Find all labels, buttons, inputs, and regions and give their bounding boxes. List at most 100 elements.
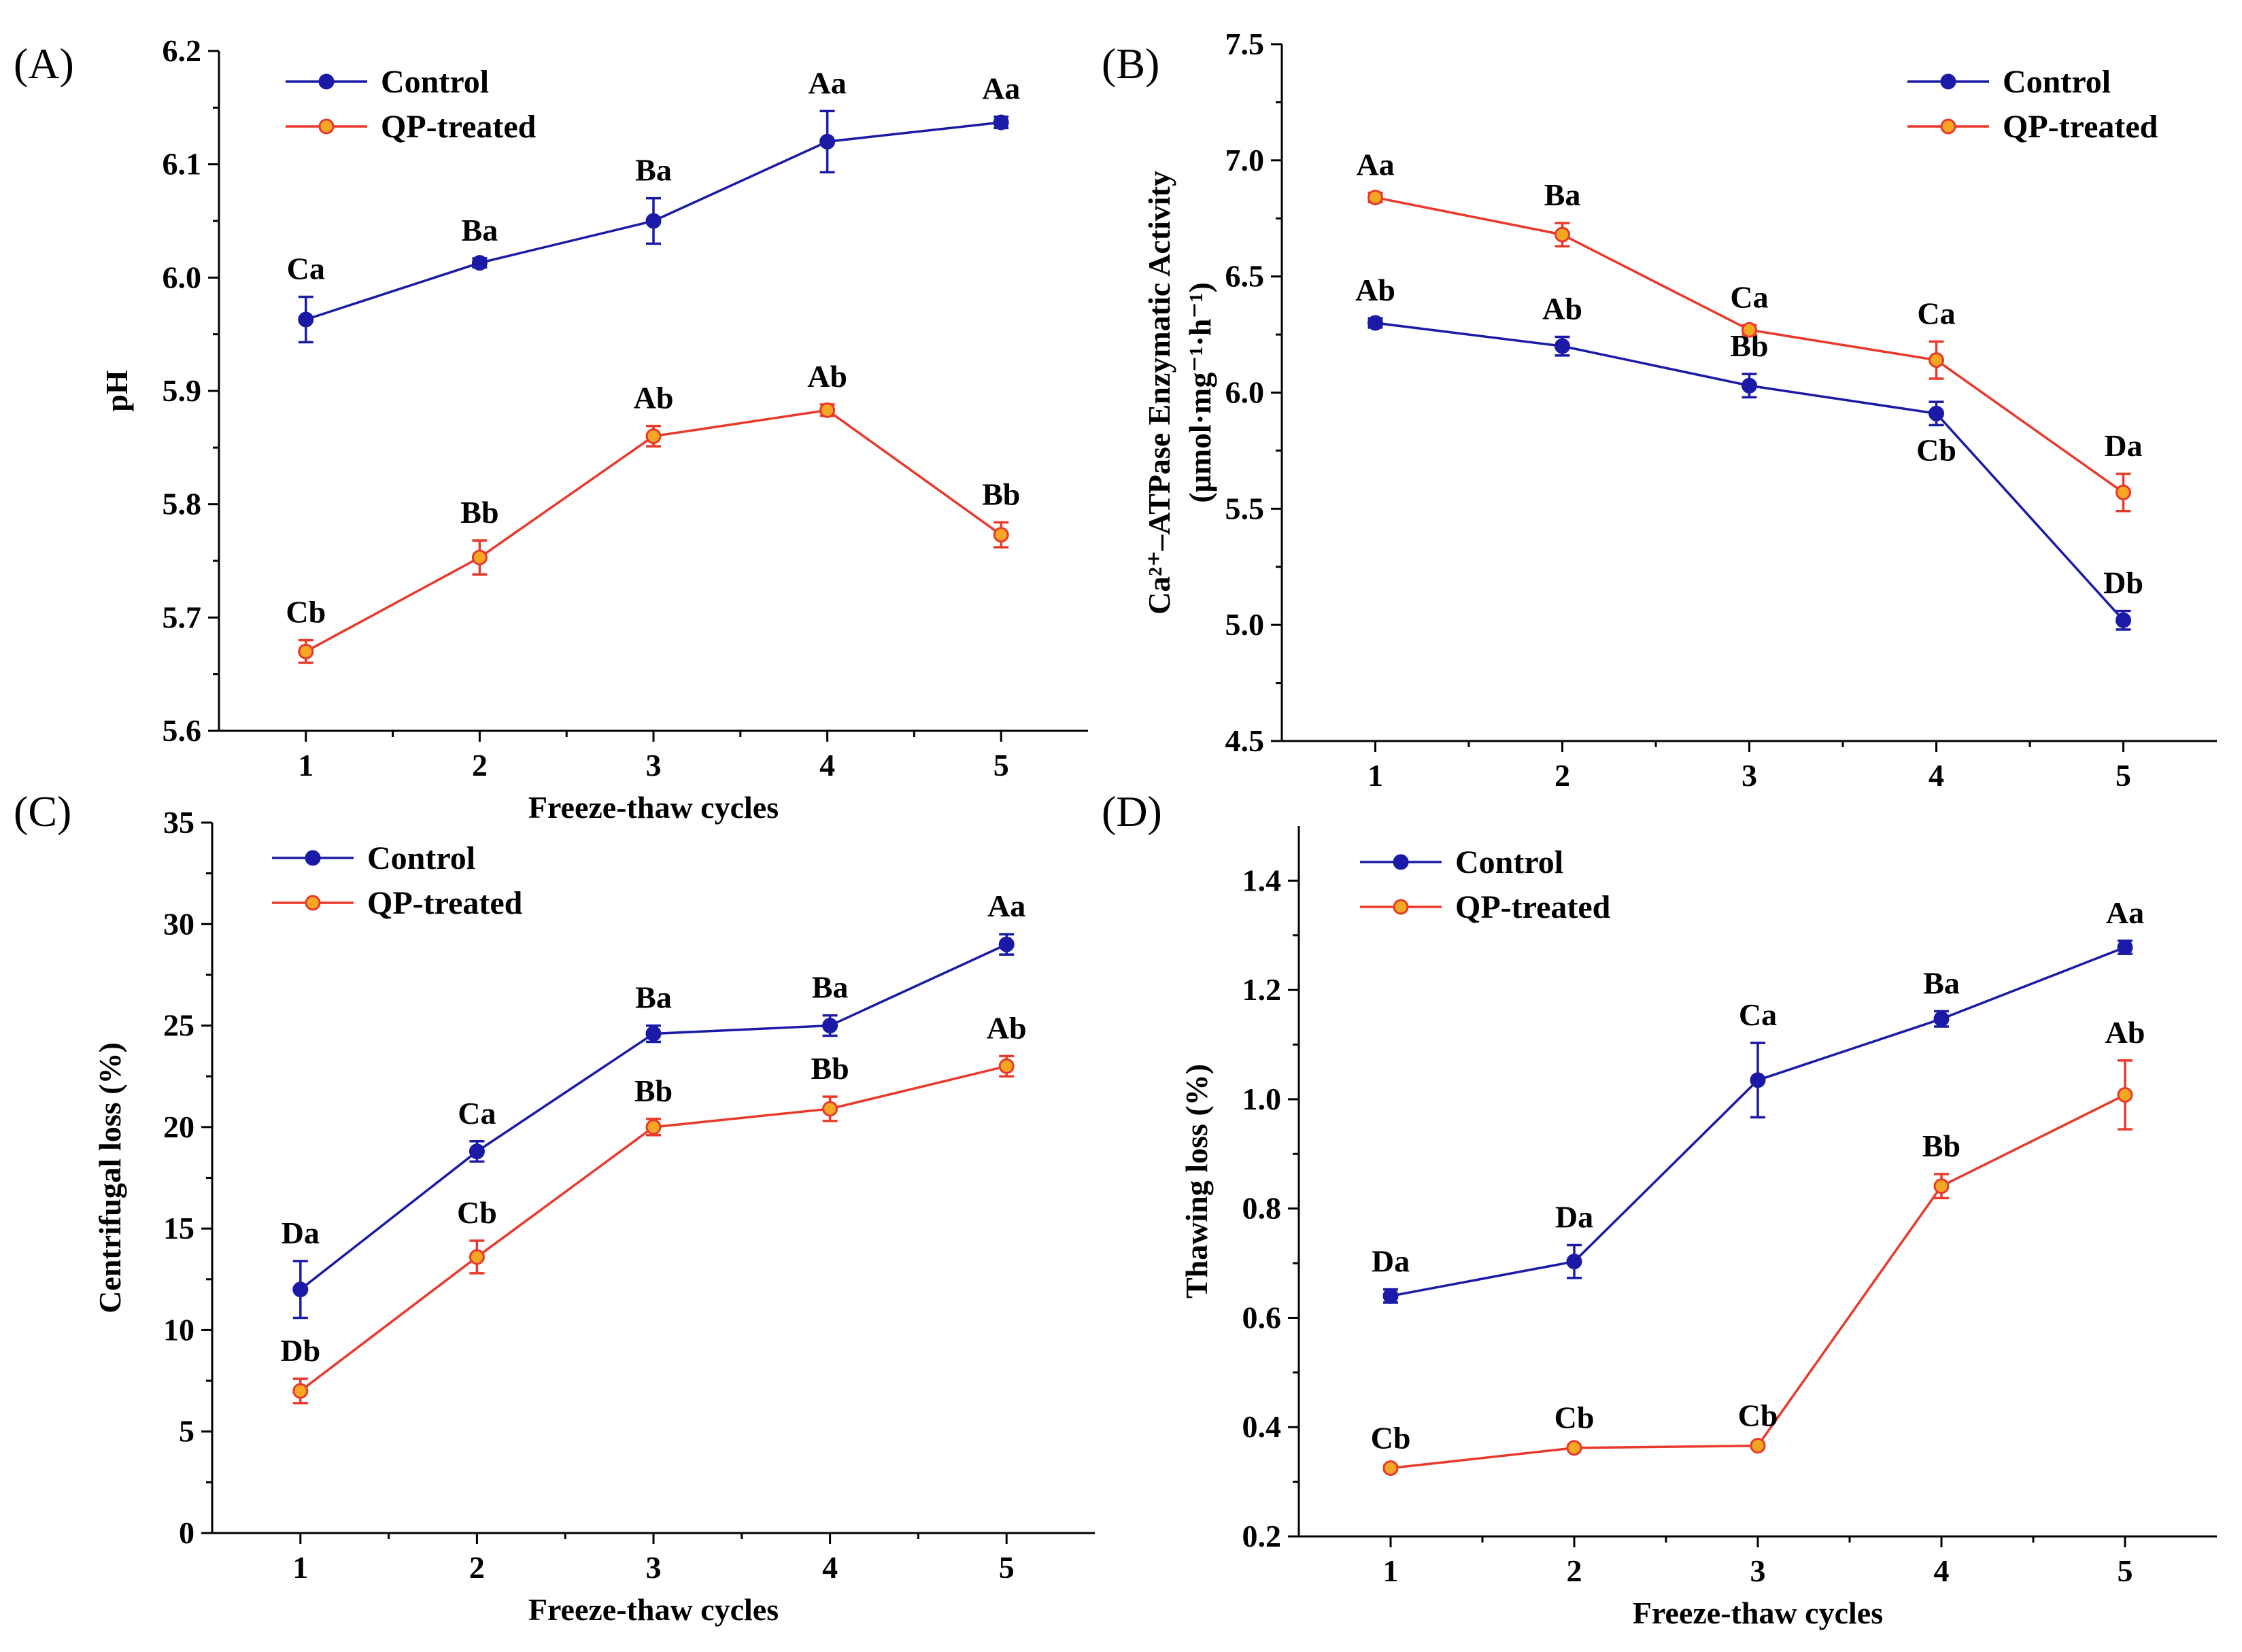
y-tick-label: 4.5	[1225, 723, 1265, 758]
significance-label: Cb	[1371, 1420, 1411, 1455]
y-tick-label: 1.0	[1242, 1082, 1282, 1116]
data-point	[298, 311, 314, 328]
significance-label: Bb	[460, 495, 498, 530]
y-tick-label: 5.8	[163, 487, 202, 521]
data-point	[1750, 1438, 1766, 1454]
legend-marker	[305, 850, 321, 866]
y-tick-label: 5.9	[163, 373, 202, 408]
panel-label: (B)	[1102, 39, 1159, 88]
data-point	[819, 133, 836, 150]
legend-entry: QP-treated	[367, 885, 523, 921]
significance-label: Ba	[1544, 177, 1581, 212]
x-axis-label: Freeze-thaw cycles	[528, 790, 779, 825]
significance-label: Ba	[635, 153, 672, 188]
data-point	[645, 1119, 662, 1135]
panel-label: (A)	[14, 39, 74, 88]
x-tick-label: 1	[298, 748, 313, 782]
significance-label: Ab	[807, 359, 847, 394]
legend-entry: QP-treated	[1455, 889, 1611, 925]
significance-label: Ca	[287, 252, 325, 286]
legend-marker	[1940, 73, 1956, 90]
panel-label: (D)	[1102, 787, 1162, 836]
data-point	[1929, 405, 1944, 421]
significance-label: Da	[1372, 1244, 1410, 1279]
data-point	[298, 643, 314, 659]
data-point	[1555, 226, 1570, 243]
data-point	[1566, 1254, 1582, 1270]
y-tick-label: 5.6	[163, 713, 202, 748]
significance-label: Ba	[812, 970, 849, 1005]
significance-label: Ca	[1917, 296, 1955, 330]
y-tick-label: 25	[163, 1008, 194, 1043]
significance-label: Da	[1555, 1200, 1593, 1235]
data-point	[2117, 1086, 2133, 1103]
legend-entry: QP-treated	[381, 109, 537, 145]
legend-entry: Control	[1455, 844, 1563, 880]
significance-label: Ca	[458, 1096, 496, 1131]
panel-b: (B) 4.5 5.0 5.5 6.0 6.5 7.0 7.5 1 2 3 4 5 Ca²⁺–ATPase…	[1102, 27, 2217, 793]
data-point	[645, 213, 662, 229]
significance-label: Aa	[982, 71, 1020, 106]
y-tick-label: 7.5	[1225, 27, 1265, 61]
y-tick-label: 7.0	[1225, 143, 1265, 177]
x-tick-label: 3	[1742, 758, 1757, 793]
significance-label: Bb	[634, 1073, 673, 1108]
data-point	[819, 402, 836, 418]
data-point	[993, 527, 1009, 543]
data-point	[998, 936, 1015, 952]
legend-marker	[305, 895, 321, 911]
y-tick-label: 6.0	[163, 260, 202, 294]
data-point	[1933, 1011, 1950, 1027]
panel-a: (A) 5.6 5.7 5.8 5.9 6.0 6.1 6.2 1 2 3 4 5 Freeze-thaw…	[14, 33, 1088, 825]
series-qp-treated: Cb Cb Cb Bb Ab	[1371, 1015, 2145, 1477]
panel-c: (C) 0 5 10 15 20 25 30 35 1 2 3 4 5 Freeze-thaw cycles…	[14, 787, 1095, 1627]
data-point	[1368, 190, 1383, 205]
x-tick-label: 3	[646, 748, 662, 782]
legend-entry: Control	[367, 840, 475, 876]
x-tick-label: 5	[2116, 758, 2131, 793]
data-point	[2116, 612, 2131, 628]
y-tick-label: 6.5	[1225, 259, 1265, 294]
significance-label: Ab	[987, 1010, 1027, 1045]
data-point	[2117, 939, 2133, 955]
y-tick-label: 6.2	[163, 33, 202, 68]
x-tick-label: 3	[646, 1550, 662, 1585]
legend-marker	[318, 73, 335, 90]
y-tick-label: 5.7	[163, 600, 202, 634]
significance-label: Da	[282, 1216, 320, 1250]
series-control: Ca Ba Ba Aa Aa	[287, 65, 1020, 344]
series-qp-treated: Cb Bb Ab Ab Bb	[286, 359, 1020, 664]
data-point	[469, 1143, 485, 1160]
panel-label: (C)	[14, 787, 71, 836]
data-point	[1566, 1440, 1582, 1456]
y-tick-label: 5.0	[1225, 607, 1265, 642]
y-axis-label: pH	[99, 370, 134, 412]
data-point	[2116, 484, 2131, 500]
legend-marker	[318, 118, 335, 135]
significance-label: Db	[280, 1333, 320, 1368]
series-control: Da Da Ca Ba Aa	[1372, 895, 2144, 1304]
significance-label: Aa	[808, 65, 846, 100]
data-point	[1555, 338, 1570, 354]
legend-marker	[1940, 118, 1956, 135]
y-tick-label: 35	[163, 805, 194, 840]
x-tick-label: 2	[472, 748, 488, 782]
significance-label: Aa	[987, 889, 1025, 923]
x-tick-label: 5	[999, 1550, 1015, 1585]
data-point	[645, 1026, 662, 1042]
x-tick-label: 4	[819, 748, 835, 782]
data-point	[1742, 322, 1757, 338]
x-tick-label: 4	[1929, 758, 1944, 793]
significance-label: Ab	[1355, 273, 1395, 307]
x-axis-label: Freeze-thaw cycles	[1633, 1596, 1883, 1630]
y-axis-label: Thawing loss (%)	[1179, 1064, 1214, 1298]
significance-label: Da	[2104, 428, 2142, 463]
legend: Control QP-treated	[1360, 844, 1611, 925]
significance-label: Cb	[457, 1195, 497, 1230]
series-qp-treated: Aa Ba Ca Ca Da	[1356, 148, 2143, 513]
legend: Control QP-treated	[272, 840, 523, 921]
data-point	[645, 428, 662, 445]
significance-label: Aa	[1356, 148, 1394, 182]
significance-label: Ba	[1923, 966, 1960, 1001]
